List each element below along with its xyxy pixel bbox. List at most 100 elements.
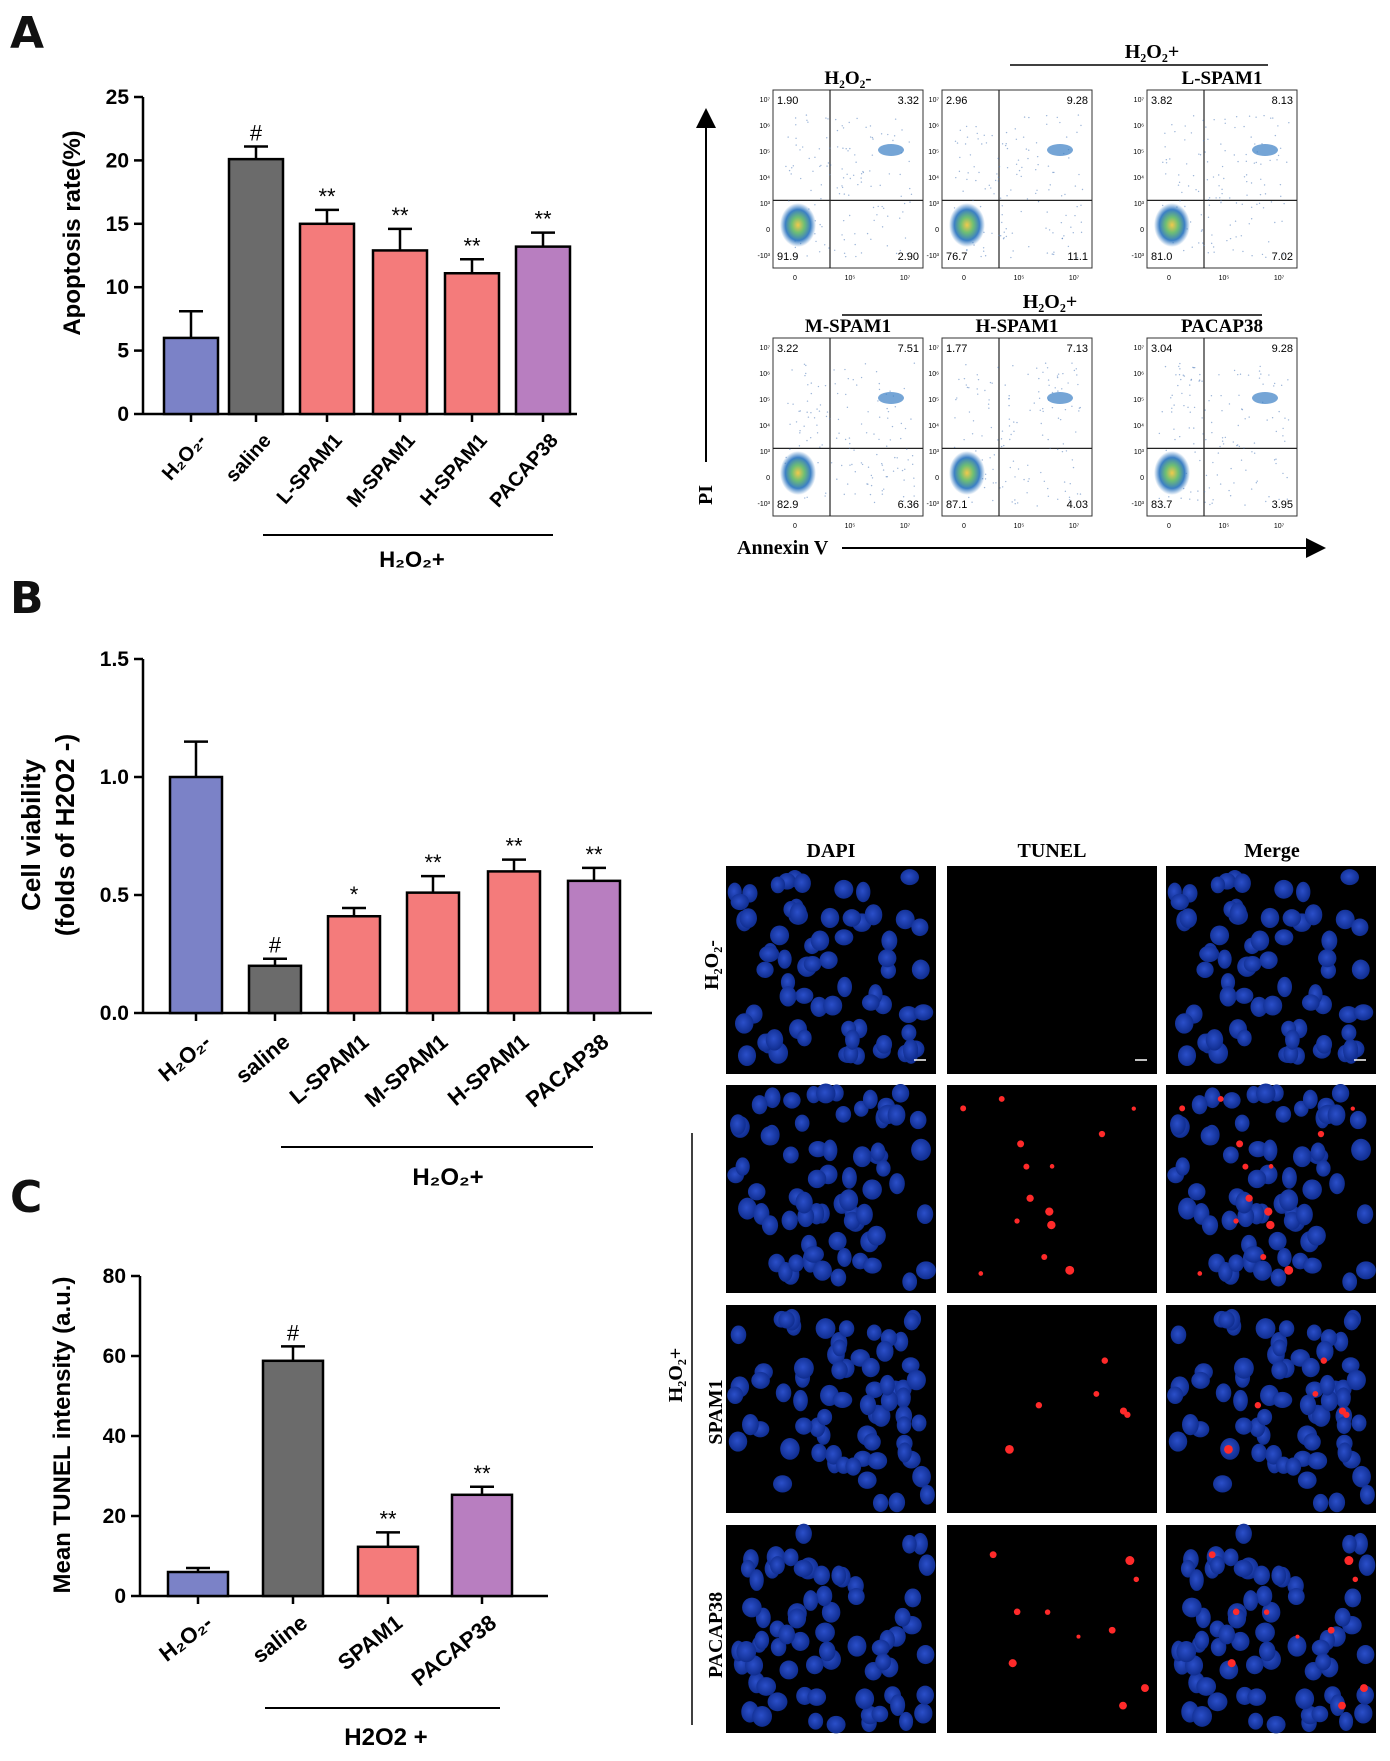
event-dot [892, 139, 894, 142]
event-dot [1288, 122, 1290, 124]
nucleus [738, 1197, 757, 1220]
event-dot [1282, 472, 1284, 475]
event-dot [1184, 125, 1186, 127]
event-dot [1188, 427, 1190, 429]
y-tick-label: 80 [103, 1265, 126, 1288]
flow-y-tick-label: 10⁵ [928, 397, 939, 404]
event-dot [1180, 378, 1182, 381]
event-dot [1076, 131, 1078, 134]
nucleus [1271, 1565, 1287, 1586]
event-dot [1165, 449, 1167, 452]
event-dot [1192, 366, 1194, 369]
event-dot [1201, 229, 1203, 231]
event-dot [1221, 188, 1223, 191]
nucleus [879, 1374, 895, 1396]
event-dot [913, 362, 916, 364]
nucleus [1329, 1173, 1345, 1195]
event-dot [965, 384, 967, 386]
nucleus [904, 1588, 922, 1608]
nucleus [901, 1024, 917, 1042]
event-dot [819, 404, 822, 406]
microscopy-image [947, 1525, 1157, 1733]
event-dot [908, 160, 910, 163]
event-dot [788, 169, 791, 172]
nucleus [828, 1231, 847, 1251]
event-dot [1263, 114, 1265, 117]
event-dot [1239, 373, 1242, 375]
event-dot [1158, 497, 1160, 500]
event-dot [886, 476, 889, 478]
event-dot [870, 484, 873, 487]
nucleus [1179, 908, 1197, 929]
event-dot [1005, 143, 1007, 145]
event-dot [1221, 165, 1224, 168]
event-dot [1028, 149, 1030, 151]
y-tick-label: 10 [106, 276, 129, 299]
bar [247, 964, 303, 1015]
microscopy-image [947, 866, 1157, 1074]
event-dot [1207, 138, 1209, 141]
event-dot [799, 177, 802, 180]
event-dot [902, 211, 904, 213]
bar [514, 245, 572, 416]
event-dot [887, 417, 889, 419]
nucleus [1316, 1160, 1331, 1177]
nucleus [1218, 1261, 1233, 1282]
event-dot [1005, 131, 1008, 134]
event-dot [1224, 436, 1227, 439]
event-dot [806, 439, 808, 442]
event-dot [1008, 397, 1010, 400]
event-dot [1001, 143, 1004, 145]
event-dot [1178, 181, 1181, 184]
quadrant-value-ul: 1.77 [946, 343, 967, 355]
event-dot [855, 161, 857, 163]
event-dot [997, 439, 999, 441]
tunel-col-merge: Merge [1244, 840, 1300, 862]
event-dot [834, 383, 836, 385]
event-dot [1207, 252, 1209, 254]
flow-x-tick-label: 10⁵ [845, 275, 856, 282]
flow-x-tick-label: 10⁵ [1219, 275, 1230, 282]
event-dot [790, 173, 792, 175]
event-dot [1244, 504, 1246, 506]
tunel-positive-spot [960, 1105, 967, 1112]
nucleus [1281, 1167, 1297, 1189]
flow-plots: H₂O₂- 1.90 3.32 91.9 2.90 10⁷ 10⁶ 10⁵ 10⁴ 10³ 0 -10… [758, 68, 1298, 530]
event-dot [910, 193, 913, 196]
event-dot [816, 408, 818, 410]
event-dot [1248, 115, 1251, 117]
nucleus [795, 1523, 812, 1544]
nucleus [1247, 1688, 1267, 1706]
event-dot [806, 411, 808, 413]
event-dot [1064, 490, 1067, 493]
event-dot [841, 125, 843, 127]
event-dot [1260, 373, 1262, 375]
event-dot [1228, 489, 1230, 492]
nucleus [826, 1715, 846, 1734]
nucleus [1233, 1357, 1254, 1379]
event-dot [1053, 171, 1055, 174]
nucleus [876, 1160, 891, 1177]
nucleus [1272, 1391, 1293, 1409]
nucleus [911, 1138, 931, 1161]
event-dot [848, 437, 851, 439]
tunel-positive-spot [1208, 1551, 1216, 1559]
event-dot [817, 461, 819, 464]
event-dot [1248, 223, 1250, 225]
event-dot [880, 133, 883, 135]
x-tick-label: saline [247, 1610, 312, 1668]
chart-b: Cell viability (folds of H2O2 -) 0.0 0.5 1… [16, 648, 652, 1191]
nucleus [1176, 1641, 1197, 1663]
event-dot [1240, 235, 1243, 237]
event-dot [1023, 478, 1025, 481]
nucleus [1219, 986, 1237, 1007]
event-dot [1158, 432, 1161, 435]
nucleus [1354, 1703, 1373, 1724]
event-dot [913, 503, 915, 506]
main-population-cluster [780, 203, 816, 247]
event-dot [873, 501, 876, 504]
event-dot [791, 369, 793, 371]
tunel-side-label-pacap38: PACAP38 [705, 1592, 727, 1678]
event-dot [1237, 424, 1239, 427]
